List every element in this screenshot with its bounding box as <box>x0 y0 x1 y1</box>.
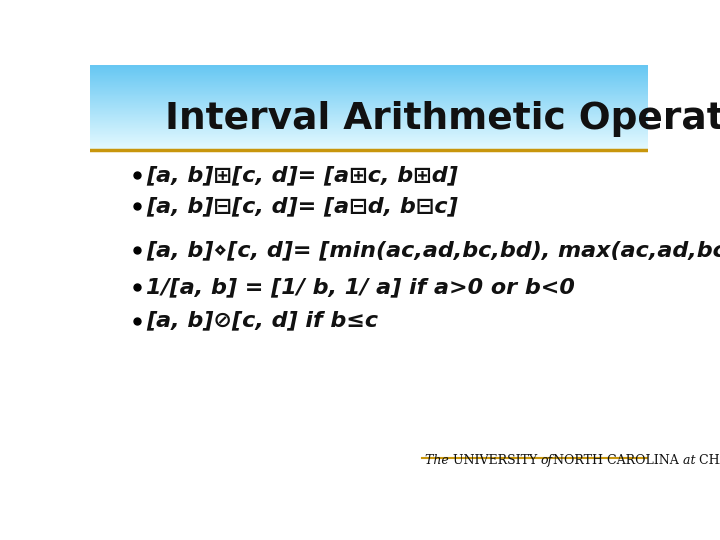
Text: NORTH CAROLINA: NORTH CAROLINA <box>553 454 683 467</box>
Text: [a, b]⊘[c, d] if b≤c: [a, b]⊘[c, d] if b≤c <box>145 310 378 330</box>
Text: 1/[a, b] = [1/ b, 1/ a] if a>0 or b<0: 1/[a, b] = [1/ b, 1/ a] if a>0 or b<0 <box>145 277 575 297</box>
Text: The: The <box>425 454 453 467</box>
Text: of: of <box>541 454 553 467</box>
Text: at: at <box>683 454 699 467</box>
Text: [a, b]⋄[c, d]= [min(ac,ad,bc,bd), max(ac,ad,bc,bd)]: [a, b]⋄[c, d]= [min(ac,ad,bc,bd), max(ac… <box>145 240 720 260</box>
Text: [a, b]⊟[c, d]= [a⊟d, b⊟c]: [a, b]⊟[c, d]= [a⊟d, b⊟c] <box>145 196 457 216</box>
Text: [a, b]⊞[c, d]= [a⊞c, b⊞d]: [a, b]⊞[c, d]= [a⊞c, b⊞d] <box>145 165 457 185</box>
Text: Interval Arithmetic Operations: Interval Arithmetic Operations <box>166 101 720 137</box>
Text: UNIVERSITY: UNIVERSITY <box>453 454 541 467</box>
Text: CHAPEL HILL: CHAPEL HILL <box>699 454 720 467</box>
FancyBboxPatch shape <box>90 65 648 481</box>
